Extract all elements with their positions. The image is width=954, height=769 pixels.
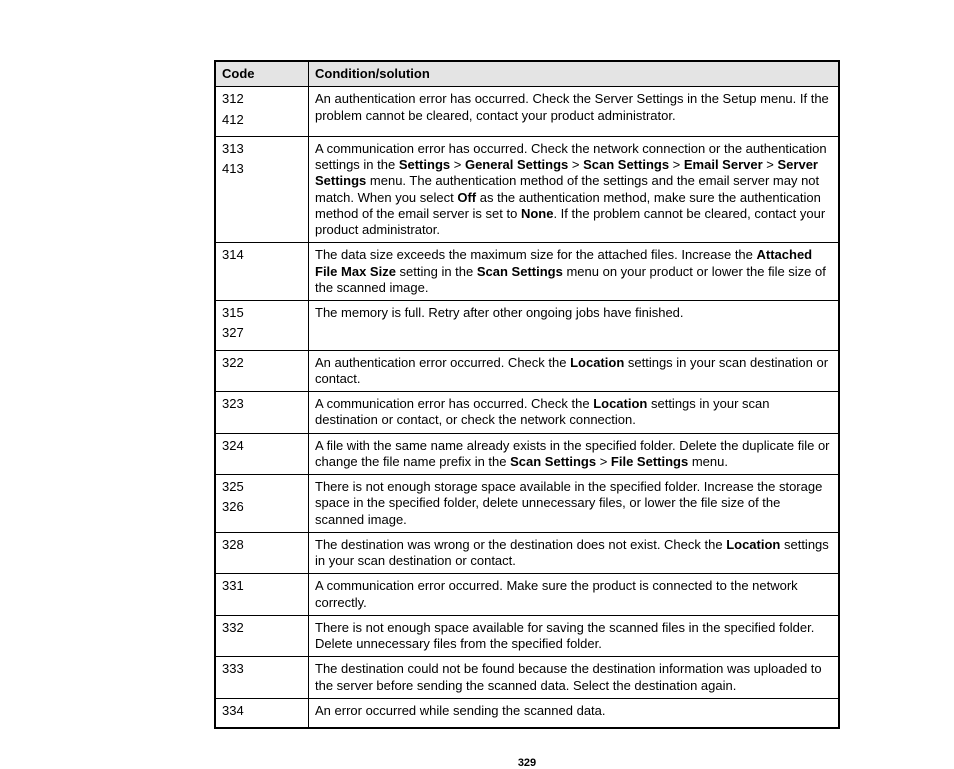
condition-cell: The destination could not be found becau… (309, 657, 840, 699)
table-row: 324 A file with the same name already exi… (215, 433, 839, 475)
condition-cell: The memory is full. Retry after other on… (309, 301, 840, 351)
code-cell: 314 (215, 243, 309, 301)
table-row: 314 The data size exceeds the maximum siz… (215, 243, 839, 301)
code-value: 327 (222, 325, 302, 341)
code-cell: 323 (215, 392, 309, 434)
code-value: 332 (222, 620, 302, 636)
table-body: 312412An authentication error has occurr… (215, 87, 839, 728)
code-value: 312 (222, 91, 302, 107)
code-cell: 312412 (215, 87, 309, 137)
code-cell: 325326 (215, 475, 309, 533)
code-cell: 315327 (215, 301, 309, 351)
code-value: 323 (222, 396, 302, 412)
code-value: 322 (222, 355, 302, 371)
table-row: 315327The memory is full. Retry after ot… (215, 301, 839, 351)
code-value: 333 (222, 661, 302, 677)
condition-cell: There is not enough storage space availa… (309, 475, 840, 533)
bold-text: Scan Settings (510, 454, 596, 469)
table-row: 328 The destination was wrong or the dest… (215, 532, 839, 574)
table-row: 325326There is not enough storage space … (215, 475, 839, 533)
code-value: 325 (222, 479, 302, 495)
table-row: 323 A communication error has occurred. C… (215, 392, 839, 434)
code-value: 331 (222, 578, 302, 594)
code-value: 412 (222, 112, 302, 128)
code-value: 315 (222, 305, 302, 321)
condition-cell: An error occurred while sending the scan… (309, 698, 840, 728)
condition-cell: A communication error has occurred. Chec… (309, 392, 840, 434)
condition-cell: A file with the same name already exists… (309, 433, 840, 475)
bold-text: Email Server (684, 157, 763, 172)
bold-text: General Settings (465, 157, 568, 172)
error-codes-table: Code Condition/solution 312412An authent… (214, 60, 840, 729)
code-value: 413 (222, 161, 302, 177)
code-cell: 332 (215, 615, 309, 657)
table-row: 333 The destination could not be found be… (215, 657, 839, 699)
header-condition: Condition/solution (309, 61, 840, 87)
code-cell: 322 (215, 350, 309, 392)
table-header: Code Condition/solution (215, 61, 839, 87)
bold-text: Off (457, 190, 476, 205)
bold-text: Location (570, 355, 624, 370)
code-cell: 328 (215, 532, 309, 574)
condition-cell: The data size exceeds the maximum size f… (309, 243, 840, 301)
bold-text: Settings (399, 157, 450, 172)
bold-text: Scan Settings (477, 264, 563, 279)
condition-cell: A communication error has occurred. Chec… (309, 136, 840, 243)
code-cell: 313413 (215, 136, 309, 243)
condition-cell: There is not enough space available for … (309, 615, 840, 657)
table-row: 313413A communication error has occurred… (215, 136, 839, 243)
bold-text: Location (726, 537, 780, 552)
code-cell: 331 (215, 574, 309, 616)
code-value: 314 (222, 247, 302, 263)
header-code: Code (215, 61, 309, 87)
page-container: Code Condition/solution 312412An authent… (0, 0, 954, 769)
bold-text: Attached File Max Size (315, 247, 812, 278)
bold-text: Scan Settings (583, 157, 669, 172)
code-cell: 334 (215, 698, 309, 728)
bold-text: None (521, 206, 554, 221)
page-number: 329 (214, 757, 840, 769)
bold-text: Location (593, 396, 647, 411)
condition-cell: An authentication error occurred. Check … (309, 350, 840, 392)
condition-cell: The destination was wrong or the destina… (309, 532, 840, 574)
code-value: 313 (222, 141, 302, 157)
table-row: 332 There is not enough space available f… (215, 615, 839, 657)
code-cell: 324 (215, 433, 309, 475)
code-value: 328 (222, 537, 302, 553)
code-value: 324 (222, 438, 302, 454)
table-row: 331 A communication error occurred. Make … (215, 574, 839, 616)
table-row: 322 An authentication error occurred. Che… (215, 350, 839, 392)
table-row: 334 An error occurred while sending the s… (215, 698, 839, 728)
code-value: 326 (222, 499, 302, 515)
code-cell: 333 (215, 657, 309, 699)
table-row: 312412An authentication error has occurr… (215, 87, 839, 137)
bold-text: File Settings (611, 454, 688, 469)
condition-cell: A communication error occurred. Make sur… (309, 574, 840, 616)
condition-cell: An authentication error has occurred. Ch… (309, 87, 840, 137)
code-value: 334 (222, 703, 302, 719)
